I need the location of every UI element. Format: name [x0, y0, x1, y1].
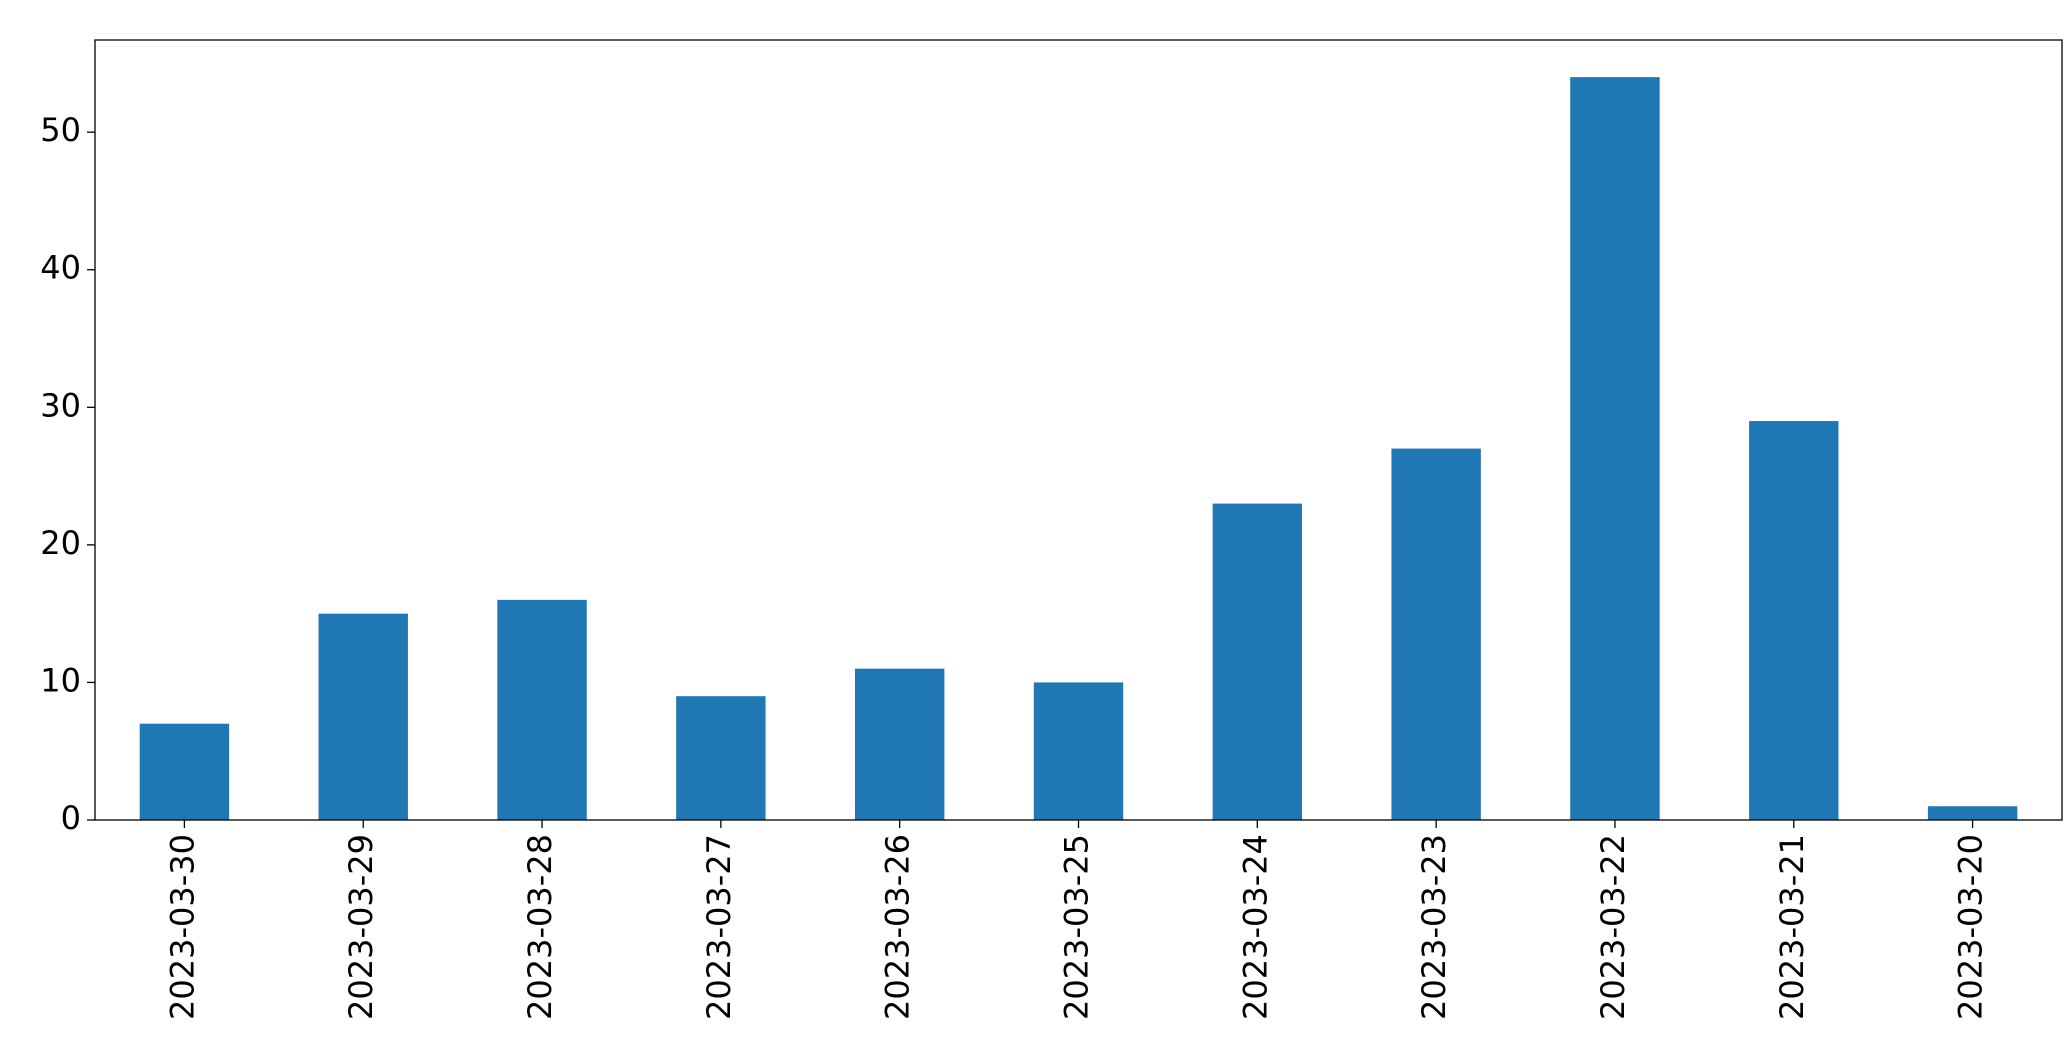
bar	[1749, 421, 1839, 820]
bar	[318, 613, 408, 820]
x-tick-label: 2023-03-27	[700, 834, 738, 1020]
bar	[1927, 806, 2018, 820]
bar	[1391, 448, 1481, 820]
bar	[497, 599, 587, 820]
x-tick-label: 2023-03-30	[163, 834, 201, 1020]
x-tick-label: 2023-03-22	[1594, 834, 1632, 1020]
x-tick-label: 2023-03-26	[879, 834, 917, 1020]
bar	[139, 723, 230, 820]
bar	[676, 696, 766, 820]
y-tick-label: 0	[61, 799, 81, 837]
x-tick-label: 2023-03-25	[1058, 834, 1096, 1020]
x-tick-label: 2023-03-20	[1952, 834, 1990, 1020]
x-tick-label: 2023-03-23	[1415, 834, 1453, 1020]
x-tick-label: 2023-03-24	[1236, 834, 1274, 1020]
x-tick-label: 2023-03-28	[521, 834, 559, 1020]
bar	[1033, 682, 1124, 820]
plot-frame	[94, 39, 2063, 821]
x-tick-label: 2023-03-29	[342, 834, 380, 1020]
x-tick-label: 2023-03-21	[1773, 834, 1811, 1020]
bar	[1570, 77, 1660, 820]
bar	[854, 668, 945, 820]
y-tick-label: 30	[40, 386, 81, 424]
y-tick-label: 20	[40, 524, 81, 562]
y-tick-label: 50	[40, 111, 81, 149]
bar	[1212, 503, 1303, 820]
y-tick-label: 10	[40, 661, 81, 699]
y-tick-label: 40	[40, 249, 81, 287]
